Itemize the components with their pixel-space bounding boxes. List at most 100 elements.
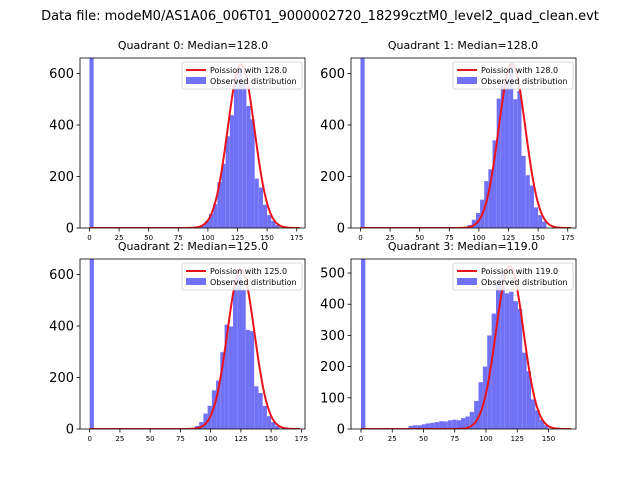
y-tick-label: 400 (320, 118, 345, 133)
histogram-bar (488, 169, 493, 228)
histogram-bar (233, 72, 239, 228)
panel-quadrant-2: Quadrant 2: Median=125.0 0 25 50 75 100 125 15… (49, 240, 308, 443)
histogram-bar (412, 425, 418, 429)
y-tick-label: 500 (320, 267, 345, 282)
legend-label-poisson: Poission with 125.0 (210, 267, 287, 276)
x-tick-label: 25 (115, 435, 124, 443)
y-tick-label: 200 (49, 170, 74, 185)
histogram-bar (471, 219, 476, 228)
histogram-bar (267, 215, 272, 228)
histogram-bar (204, 221, 210, 228)
y-tick-label: 200 (49, 371, 74, 386)
legend-box (181, 262, 303, 291)
x-tick-label: 0 (358, 234, 362, 242)
histogram-bar (500, 273, 505, 429)
histogram-bar (221, 163, 226, 228)
y-tick-label: 600 (49, 67, 74, 82)
x-tick-label: 75 (450, 435, 459, 443)
legend: Poission with 128.0 Observed distribution (181, 61, 303, 90)
figure-suptitle: Data file: modeM0/AS1A06_006T01_90000027… (41, 9, 599, 24)
histogram-bar (434, 422, 440, 429)
histogram-bar (361, 259, 366, 429)
x-tick-label: 125 (502, 234, 515, 242)
histogram-bar (509, 63, 514, 228)
legend-label-poisson: Poission with 119.0 (481, 267, 558, 276)
histogram-bar (461, 418, 466, 429)
x-tick-label: 150 (264, 435, 277, 443)
histogram-bar (360, 58, 365, 228)
histogram-bar (262, 204, 268, 228)
plot-area (360, 58, 572, 228)
legend-label-observed: Observed distribution (481, 77, 568, 86)
histogram-bar (426, 423, 431, 429)
x-tick-label: 75 (174, 234, 183, 242)
histogram-bar (271, 221, 276, 228)
x-tick-label: 100 (479, 435, 492, 443)
y-tick-label: 200 (320, 360, 345, 375)
panel-plot: 0 25 50 75 100 125 150 175 0 200 400 600 Poission wi… (49, 258, 308, 443)
histogram-bar (517, 308, 523, 429)
legend-label-observed: Observed distribution (481, 278, 568, 287)
y-tick-label: 400 (320, 298, 345, 313)
histogram-bar (417, 425, 422, 429)
plot-area (89, 259, 301, 429)
x-tick-label: 100 (204, 435, 217, 443)
histogram-bar (509, 291, 514, 429)
histogram-bar (249, 331, 255, 429)
histogram-bar (533, 207, 539, 228)
histogram-bar (229, 115, 234, 228)
y-tick-label: 100 (320, 391, 345, 406)
histogram-bar (439, 421, 444, 429)
histogram-bar (199, 422, 204, 429)
axes-frame (350, 57, 577, 229)
histogram-bar (254, 178, 259, 228)
histogram-bar (225, 136, 230, 228)
panel-title: Quadrant 0: Median=128.0 (118, 39, 268, 52)
x-tick-label: 25 (386, 234, 395, 242)
x-tick-label: 100 (201, 234, 214, 242)
panel-quadrant-0: Quadrant 0: Median=128.0 0 25 50 75 100 125 15… (49, 39, 306, 242)
y-tick-label: 600 (49, 268, 74, 283)
histogram-bar (504, 293, 510, 429)
histogram-bar (245, 329, 250, 429)
legend-label-poisson: Poission with 128.0 (210, 66, 287, 75)
y-tick-label: 400 (49, 118, 74, 133)
panel-plot: 0 25 50 75 100 125 150 0 100 200 300 400 500 Poission… (320, 258, 577, 443)
x-tick-label: 125 (234, 435, 247, 443)
histogram-bar (542, 221, 547, 228)
y-tick-label: 300 (320, 329, 345, 344)
histogram-bar (275, 425, 280, 429)
histogram-bar (237, 274, 242, 429)
legend-label-poisson: Poission with 128.0 (481, 66, 558, 75)
x-tick-label: 0 (359, 435, 363, 443)
legend: Poission with 119.0 Observed distribution (452, 262, 574, 291)
legend-label-observed: Observed distribution (210, 278, 297, 287)
histogram-bar (89, 259, 94, 429)
x-tick-label: 125 (231, 234, 244, 242)
histogram-bar (478, 382, 483, 429)
histogram-bar (525, 175, 530, 228)
poisson-curve (89, 268, 301, 429)
plot-area (89, 58, 301, 228)
histogram-bar (474, 400, 479, 429)
histogram-bar (275, 224, 280, 228)
panel-title: Quadrant 1: Median=128.0 (388, 39, 538, 52)
x-tick-label: 125 (511, 435, 524, 443)
histogram-bar (242, 83, 247, 228)
histogram-bar (250, 119, 255, 228)
y-tick-label: 200 (320, 170, 345, 185)
x-tick-label: 75 (176, 435, 185, 443)
y-tick-label: 400 (49, 319, 74, 334)
y-tick-label: 0 (337, 222, 345, 237)
axes-frame (79, 57, 306, 229)
x-tick-label: 25 (115, 234, 124, 242)
panel-plot: 0 25 50 75 100 125 150 175 0 200 400 600 Poission wi… (320, 57, 577, 242)
histogram-bar (200, 225, 205, 228)
x-tick-label: 175 (295, 435, 308, 443)
histogram-bar (469, 411, 475, 429)
histogram-bar (544, 425, 549, 429)
y-tick-label: 0 (66, 222, 74, 237)
x-tick-label: 0 (87, 435, 91, 443)
histogram-bar (513, 301, 518, 429)
